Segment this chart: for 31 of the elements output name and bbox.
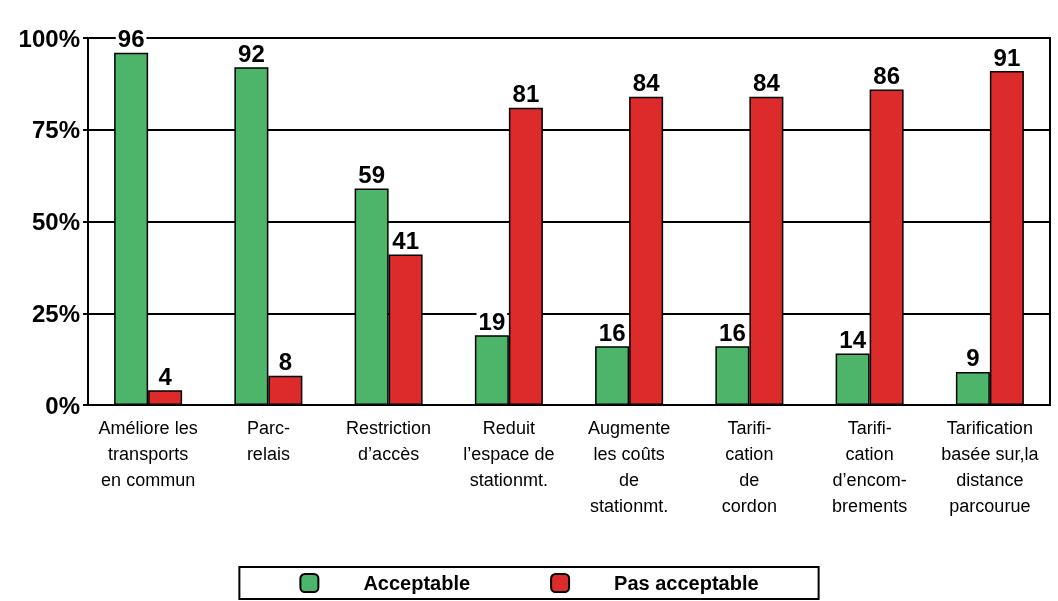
x-tick-label: Reduit l’espace de stationmt.: [463, 418, 555, 490]
data-label: 4: [158, 362, 173, 390]
legend-label: Pas acceptable: [614, 572, 759, 594]
data-label: 59: [358, 160, 385, 188]
data-label: 86: [873, 61, 900, 89]
x-tick-label: Tarifi- cation de cordon: [721, 418, 777, 516]
data-label: 84: [753, 69, 781, 97]
data-label: 84: [632, 69, 661, 97]
x-tick-label: Améliore les transports en commun: [98, 418, 198, 490]
data-label: 16: [719, 318, 746, 346]
x-tick-label: Parc- relais: [246, 418, 290, 464]
data-label: 91: [993, 43, 1021, 71]
legend-label: Acceptable: [363, 572, 471, 594]
y-tick-label: 0%: [45, 391, 80, 419]
x-tick-label: Restriction d’accès: [346, 418, 432, 464]
data-label: 16: [598, 318, 626, 346]
y-tick-label: 25%: [31, 299, 80, 327]
y-tick-label: 50%: [31, 208, 80, 235]
data-label: 14: [839, 326, 867, 354]
y-tick-label: 100%: [18, 24, 80, 52]
x-tick-label: Augmente les coûts de stationmt.: [588, 418, 671, 516]
data-label: 96: [117, 25, 145, 53]
data-label: 19: [478, 307, 506, 335]
data-label: 92: [238, 39, 265, 67]
x-tick-label: Tarification basée sur,la distance parcourue: [941, 418, 1040, 516]
data-label: 8: [278, 348, 293, 376]
data-label: 9: [966, 344, 980, 372]
data-label: 81: [512, 80, 540, 108]
data-label: 41: [392, 227, 419, 255]
y-tick-label: 75%: [31, 116, 80, 144]
x-tick-label: Tarifi- cation d’encom- brements: [832, 418, 908, 516]
